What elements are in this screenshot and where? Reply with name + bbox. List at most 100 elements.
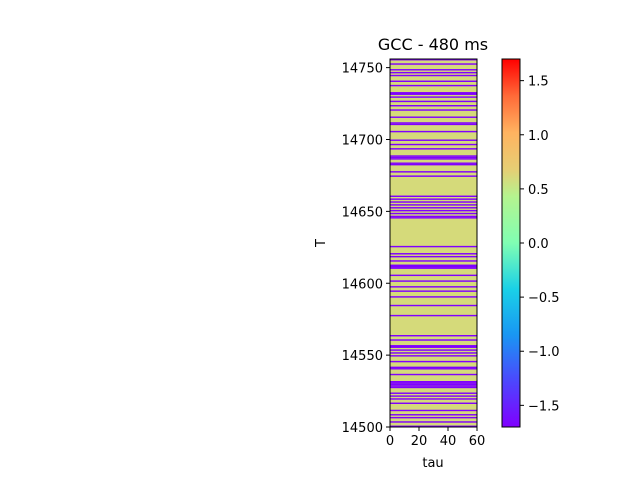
heatmap-row-low [390, 123, 477, 126]
heatmap-row-low [390, 253, 477, 255]
heatmap-row-low [390, 156, 477, 159]
heatmap-row-low [390, 290, 477, 292]
heatmap-row-low [390, 105, 477, 107]
heatmap-row-low [390, 201, 477, 203]
heatmap-row-low [390, 162, 477, 164]
heatmap-row-low [390, 198, 477, 200]
x-axis-ticks: 0 20 40 60 [386, 427, 485, 449]
heatmap-row-low [390, 409, 477, 412]
heatmap-row-low [390, 264, 477, 266]
colorbar-tick-label: 0.0 [528, 237, 549, 252]
y-axis-label: T [314, 239, 329, 248]
heatmap-row-low [390, 381, 477, 383]
heatmap-row-low [390, 158, 477, 160]
heatmap-row-low [390, 355, 477, 357]
heatmap-row-low [390, 402, 477, 404]
heatmap-row-low [390, 368, 477, 370]
x-tick-label: 40 [440, 434, 457, 449]
heatmap-row-low [390, 69, 477, 71]
colorbar-ticks: −1.5 −1.0 −0.5 0.0 0.5 1.0 1.5 [520, 75, 560, 414]
heatmap-row-low [390, 286, 477, 288]
heatmap-row-low [390, 383, 477, 386]
colorbar-tick-label: −1.0 [528, 345, 560, 360]
heatmap-area [390, 59, 477, 427]
heatmap-row-low [390, 80, 477, 82]
heatmap-row-low [390, 204, 477, 206]
y-tick-label: 14600 [342, 277, 383, 292]
heatmap-row-low [390, 207, 477, 209]
chart-title: GCC - 480 ms [378, 35, 488, 54]
heatmap-row-low [390, 266, 477, 268]
colorbar-tick-label: −0.5 [528, 291, 560, 306]
heatmap-row-low [390, 122, 477, 124]
heatmap-row-low [390, 398, 477, 400]
heatmap-row-low [390, 195, 477, 197]
heatmap-row-low [390, 215, 477, 218]
heatmap-row-low [390, 92, 477, 94]
heatmap-row-low [390, 373, 477, 376]
heatmap-row-low [390, 392, 477, 394]
heatmap-row-low [390, 74, 477, 77]
y-tick-label: 14700 [342, 134, 383, 149]
plot-frame [389, 58, 478, 428]
y-tick-label: 14750 [342, 62, 383, 77]
heatmap-row-low [390, 366, 477, 369]
heatmap-row-low [390, 71, 477, 74]
heatmap-row-low [390, 130, 477, 133]
heatmap-row-low [390, 395, 477, 397]
y-axis-ticks: 14500 14550 14600 14650 14700 14750 [342, 62, 390, 436]
x-axis-label: tau [422, 456, 443, 471]
heatmap-row-low [390, 171, 477, 173]
heatmap-row-low [390, 155, 477, 157]
heatmap-row-low [390, 421, 477, 423]
heatmap-row-low [390, 255, 477, 258]
heatmap-row-low [390, 212, 477, 215]
heatmap-row-low [390, 139, 477, 141]
heatmap-row-low [390, 385, 477, 387]
heatmap-row-low [390, 386, 477, 389]
heatmap-row-low [390, 360, 477, 363]
heatmap-row-low [390, 346, 477, 348]
heatmap-row-low [390, 109, 477, 111]
heatmap-row-low [390, 296, 477, 298]
heatmap-row-low [390, 345, 477, 347]
colorbar-tick-label: 1.5 [528, 75, 549, 90]
heatmap-row-low [390, 116, 477, 118]
x-tick-label: 20 [411, 434, 428, 449]
heatmap-row-low [390, 93, 477, 95]
heatmap-row-low [390, 209, 477, 212]
heatmap-row-low [390, 59, 477, 61]
heatmap-row-low [390, 304, 477, 307]
heatmap-row-low [390, 382, 477, 384]
heatmap-row-low [390, 425, 477, 427]
x-tick-label: 60 [469, 434, 486, 449]
heatmap-row-low [390, 217, 477, 219]
colorbar [501, 58, 521, 428]
colorbar-tick-label: 0.5 [528, 183, 549, 198]
heatmap-row-low [390, 339, 477, 341]
colorbar-tick-label: −1.5 [528, 399, 560, 414]
heatmap-row-low [390, 260, 477, 262]
y-tick-label: 14550 [342, 349, 383, 364]
heatmap-background-rows [390, 59, 477, 427]
heatmap-row-low [390, 163, 477, 166]
heatmap-row-low [390, 63, 477, 65]
heatmap-row-low [390, 84, 477, 87]
heatmap-row-low [390, 314, 477, 317]
heatmap-row-low [390, 148, 477, 150]
heatmap-row-low [390, 349, 477, 351]
x-tick-label: 0 [386, 434, 394, 449]
heatmap-row-low [390, 175, 477, 177]
heatmap-row-low [390, 96, 477, 98]
heatmap-row-low [390, 352, 477, 354]
heatmap-row-low [390, 335, 477, 337]
heatmap-row-low [390, 143, 477, 146]
heatmap-row-low [390, 245, 477, 248]
heatmap-row-low [390, 100, 477, 103]
colorbar-tick-label: 1.0 [528, 129, 549, 144]
y-tick-label: 14500 [342, 421, 383, 436]
heatmap-row-low [390, 274, 477, 277]
heatmap-row-low [390, 416, 477, 419]
heatmap-row-low [390, 280, 477, 282]
